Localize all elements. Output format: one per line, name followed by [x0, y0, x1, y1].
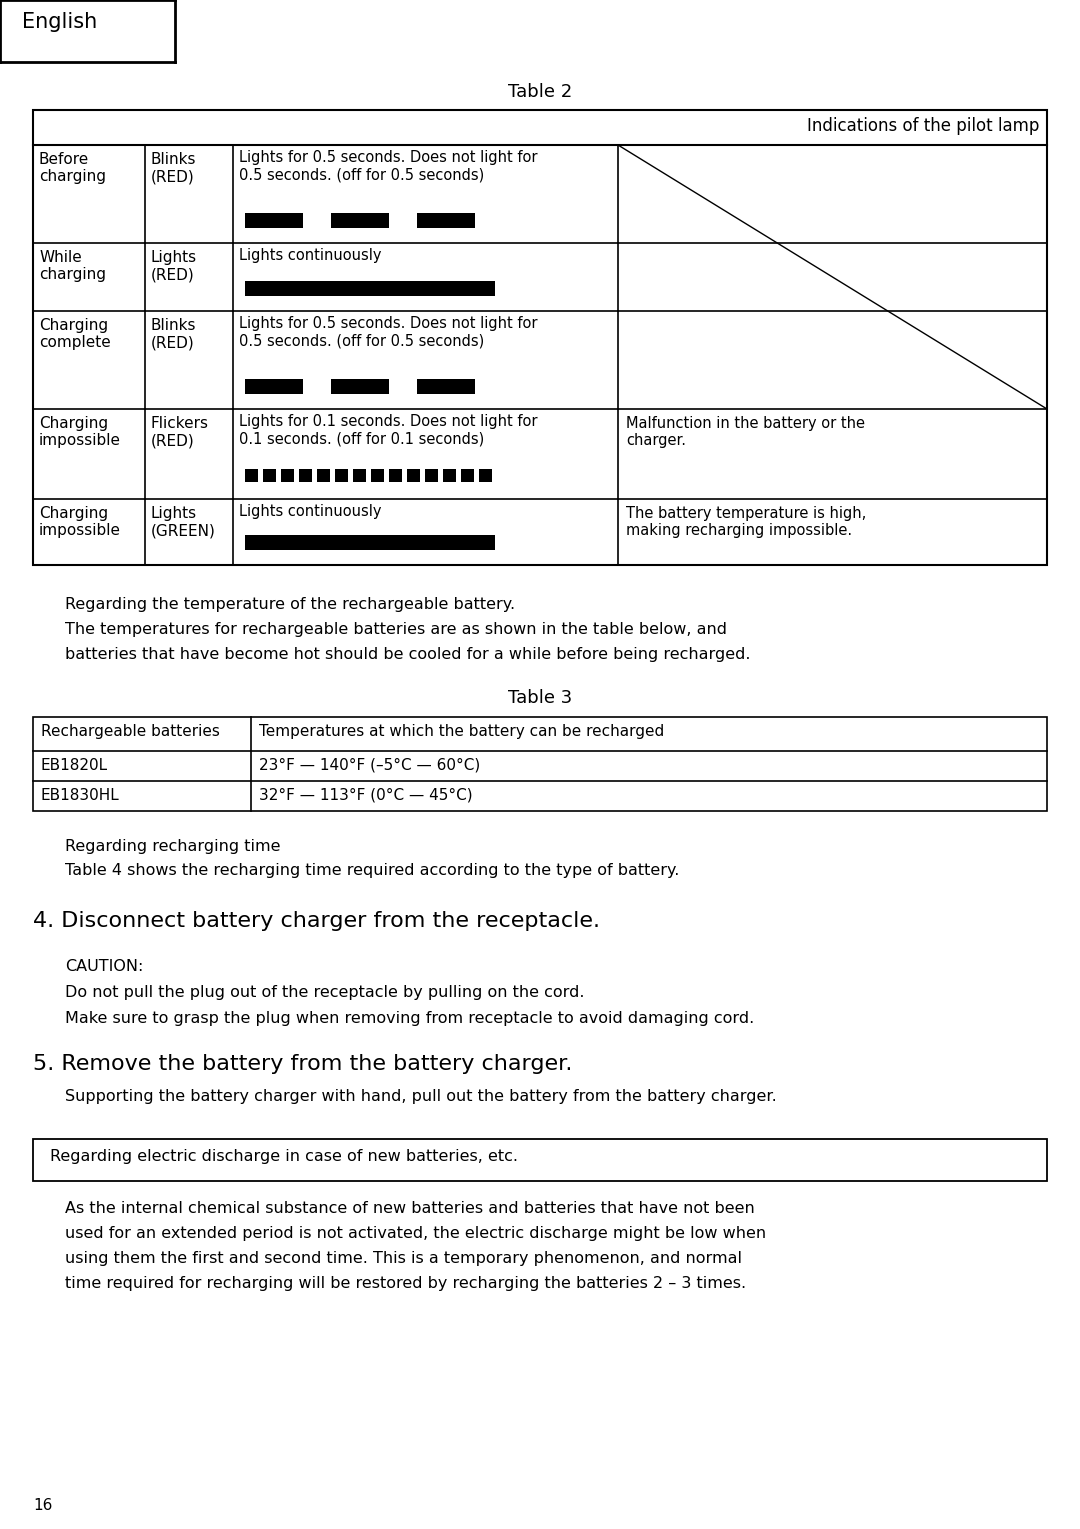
Text: Lights for 0.1 seconds. Does not light for
0.1 seconds. (off for 0.1 seconds): Lights for 0.1 seconds. Does not light f…	[239, 414, 538, 446]
Bar	[299, 469, 312, 482]
Bar	[330, 213, 389, 228]
Text: 16: 16	[33, 1498, 52, 1514]
Bar	[353, 469, 366, 482]
Bar	[407, 469, 420, 482]
Bar	[245, 379, 303, 394]
Bar	[417, 379, 475, 394]
Text: Regarding the temperature of the rechargeable battery.: Regarding the temperature of the recharg…	[65, 596, 515, 612]
Bar	[417, 213, 475, 228]
Bar	[426, 469, 438, 482]
Bar	[245, 281, 495, 297]
Bar	[318, 469, 330, 482]
Text: Lights for 0.5 seconds. Does not light for
0.5 seconds. (off for 0.5 seconds): Lights for 0.5 seconds. Does not light f…	[239, 317, 538, 349]
Bar	[33, 1139, 1047, 1180]
Bar	[372, 469, 384, 482]
Text: Temperatures at which the battery can be recharged: Temperatures at which the battery can be…	[259, 725, 664, 739]
Text: Charging
impossible: Charging impossible	[39, 506, 121, 538]
Text: Blinks
(RED): Blinks (RED)	[151, 318, 197, 350]
Bar	[245, 213, 303, 228]
Text: batteries that have become hot should be cooled for a while before being recharg: batteries that have become hot should be…	[65, 647, 751, 662]
Text: Lights
(RED): Lights (RED)	[151, 251, 198, 283]
Text: 32°F — 113°F (0°C — 45°C): 32°F — 113°F (0°C — 45°C)	[259, 787, 473, 803]
Bar	[389, 469, 402, 482]
Text: Lights continuously: Lights continuously	[239, 248, 381, 263]
Text: Do not pull the plug out of the receptacle by pulling on the cord.: Do not pull the plug out of the receptac…	[65, 985, 584, 1000]
Text: 4. Disconnect battery charger from the receptacle.: 4. Disconnect battery charger from the r…	[33, 911, 600, 931]
Bar	[480, 469, 492, 482]
Text: As the internal chemical substance of new batteries and batteries that have not : As the internal chemical substance of ne…	[65, 1200, 755, 1216]
Bar	[33, 110, 1047, 566]
Text: Charging
impossible: Charging impossible	[39, 416, 121, 448]
Text: Make sure to grasp the plug when removing from receptacle to avoid damaging cord: Make sure to grasp the plug when removin…	[65, 1011, 754, 1026]
Bar	[281, 469, 294, 482]
Text: EB1820L: EB1820L	[41, 758, 108, 774]
Text: CAUTION:: CAUTION:	[65, 959, 144, 974]
Text: Table 4 shows the recharging time required according to the type of battery.: Table 4 shows the recharging time requir…	[65, 862, 679, 878]
Text: Regarding electric discharge in case of new batteries, etc.: Regarding electric discharge in case of …	[50, 1148, 518, 1164]
Text: 23°F — 140°F (–5°C — 60°C): 23°F — 140°F (–5°C — 60°C)	[259, 758, 481, 774]
Bar	[33, 717, 1047, 810]
Text: Regarding recharging time: Regarding recharging time	[65, 839, 281, 855]
Text: time required for recharging will be restored by recharging the batteries 2 – 3 : time required for recharging will be res…	[65, 1277, 746, 1290]
Text: The temperatures for rechargeable batteries are as shown in the table below, and: The temperatures for rechargeable batter…	[65, 622, 727, 638]
Text: Supporting the battery charger with hand, pull out the battery from the battery : Supporting the battery charger with hand…	[65, 1089, 777, 1104]
Text: English: English	[22, 12, 97, 32]
Text: Rechargeable batteries: Rechargeable batteries	[41, 725, 220, 739]
Text: using them the first and second time. This is a temporary phenomenon, and normal: using them the first and second time. Th…	[65, 1251, 742, 1266]
Text: Table 3: Table 3	[508, 690, 572, 706]
Text: Charging
complete: Charging complete	[39, 318, 111, 350]
Bar	[245, 469, 258, 482]
Bar	[443, 469, 456, 482]
Bar	[461, 469, 474, 482]
Bar	[330, 379, 389, 394]
Text: The battery temperature is high,
making recharging impossible.: The battery temperature is high, making …	[626, 506, 866, 538]
Text: Malfunction in the battery or the
charger.: Malfunction in the battery or the charge…	[626, 416, 865, 448]
Bar	[264, 469, 276, 482]
Text: Lights for 0.5 seconds. Does not light for
0.5 seconds. (off for 0.5 seconds): Lights for 0.5 seconds. Does not light f…	[239, 150, 538, 182]
Bar	[335, 469, 348, 482]
Text: EB1830HL: EB1830HL	[41, 787, 120, 803]
Bar	[245, 535, 495, 550]
Text: used for an extended period is not activated, the electric discharge might be lo: used for an extended period is not activ…	[65, 1226, 766, 1242]
Text: Lights continuously: Lights continuously	[239, 505, 381, 518]
Text: While
charging: While charging	[39, 251, 106, 283]
Text: Lights
(GREEN): Lights (GREEN)	[151, 506, 216, 538]
Text: Indications of the pilot lamp: Indications of the pilot lamp	[807, 118, 1039, 135]
Text: Blinks
(RED): Blinks (RED)	[151, 151, 197, 185]
Text: Before
charging: Before charging	[39, 151, 106, 185]
Text: 5. Remove the battery from the battery charger.: 5. Remove the battery from the battery c…	[33, 1053, 572, 1073]
Text: Table 2: Table 2	[508, 83, 572, 101]
Text: Flickers
(RED): Flickers (RED)	[151, 416, 210, 448]
